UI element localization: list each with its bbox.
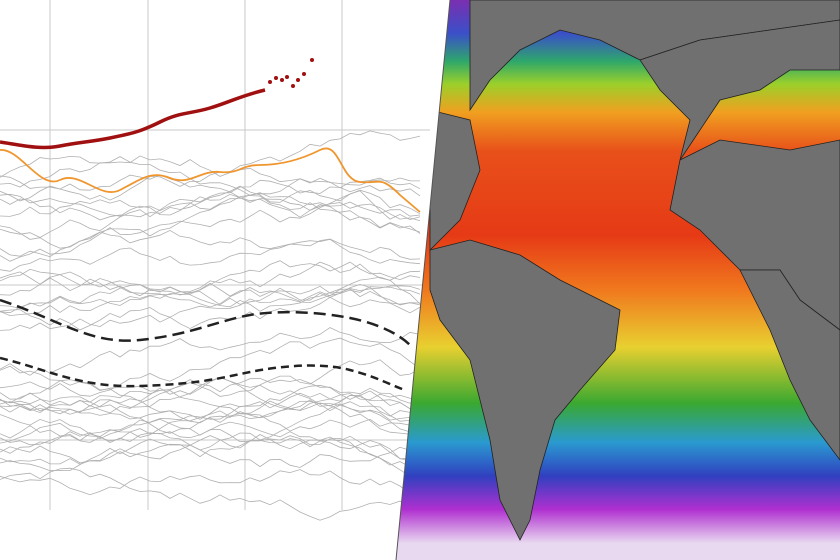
highlight-line: [0, 147, 421, 213]
point: [285, 75, 289, 79]
north-america: [429, 109, 481, 251]
background-line: [0, 192, 421, 258]
point: [274, 76, 278, 80]
background-line: [0, 467, 421, 521]
background-line: [0, 418, 421, 474]
background-line: [0, 190, 421, 262]
grid: [0, 0, 430, 510]
map-panel: [396, 0, 840, 560]
background-line: [0, 438, 421, 464]
background-line: [0, 277, 421, 306]
south-america: [429, 239, 621, 541]
background-line: [0, 384, 421, 444]
background-line: [0, 261, 421, 317]
background-line: [0, 359, 421, 414]
background-line: [0, 225, 421, 260]
recent-points: [268, 58, 314, 88]
background-line: [0, 155, 421, 233]
background-line: [0, 400, 421, 441]
dashed-line: [0, 298, 411, 346]
background-line: [0, 399, 421, 435]
background-line: [0, 428, 421, 468]
background-line: [0, 130, 421, 202]
background-line: [0, 185, 421, 221]
panel-divider: [395, 0, 451, 560]
dashed-line: [0, 356, 406, 392]
background-line: [0, 174, 421, 234]
background-line: [0, 394, 421, 434]
line-panel: [0, 0, 430, 560]
africa-south: [739, 269, 840, 462]
point: [302, 72, 306, 76]
background-line: [0, 177, 421, 217]
background-line: [0, 193, 421, 222]
background-line: [0, 337, 421, 397]
land: [429, 0, 840, 541]
background-line: [0, 268, 421, 308]
europe: [639, 19, 840, 161]
background-line: [0, 155, 421, 188]
background-line: [0, 286, 421, 331]
background-line: [0, 327, 421, 376]
background-line: [0, 238, 421, 272]
background-line: [0, 296, 421, 331]
point: [310, 58, 314, 62]
panel-background: [0, 0, 430, 560]
point: [280, 78, 284, 82]
point: [268, 80, 272, 84]
point: [296, 78, 300, 82]
background-lines: [0, 130, 421, 521]
background-line: [0, 435, 421, 479]
record-line: [0, 88, 266, 150]
background-line: [0, 270, 421, 312]
background-line: [0, 260, 421, 309]
background-line: [0, 403, 421, 465]
background-line: [0, 469, 421, 503]
point: [291, 84, 295, 88]
